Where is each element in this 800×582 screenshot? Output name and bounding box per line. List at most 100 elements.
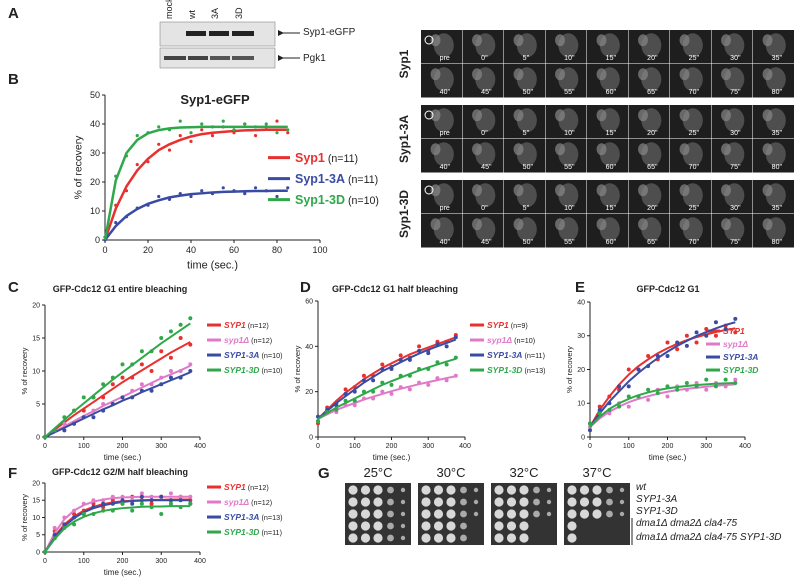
temperature-label: 25°C — [363, 465, 392, 480]
spot — [533, 498, 540, 506]
y-tick-label: 20 — [305, 389, 313, 396]
spot — [519, 533, 529, 543]
x-tick-label: 0 — [102, 245, 107, 255]
time-label: 65'' — [647, 239, 657, 246]
spot — [446, 509, 456, 519]
spot — [533, 486, 540, 494]
cell-bud — [430, 184, 441, 197]
spot — [400, 499, 406, 505]
spot — [533, 510, 540, 518]
data-point — [380, 362, 385, 367]
data-point — [626, 404, 631, 409]
spot — [446, 497, 456, 507]
y-tick-label: 0 — [95, 235, 100, 245]
x-tick-label: 400 — [459, 443, 471, 450]
spot — [473, 499, 479, 505]
data-point — [159, 349, 164, 354]
data-point — [243, 122, 247, 126]
bleach-roi — [424, 110, 434, 120]
legend-label: Syp1-3D (n=10) — [295, 193, 379, 207]
legend-n: (n=10) — [259, 351, 282, 360]
data-point — [120, 395, 125, 400]
x-tick-label: 200 — [117, 443, 129, 450]
legend-label: SYP1 (n=9) — [487, 320, 528, 330]
x-tick-label: 200 — [662, 443, 674, 450]
y-tick-label: 40 — [577, 299, 585, 306]
x-tick-label: 200 — [386, 443, 398, 450]
data-point — [139, 362, 144, 367]
data-point — [157, 142, 161, 146]
spot — [567, 533, 577, 543]
legend-name: Syp1 — [295, 151, 325, 165]
time-label: 50'' — [523, 164, 533, 171]
spot — [506, 497, 517, 507]
spot — [506, 521, 517, 531]
spot — [400, 523, 406, 529]
band — [232, 31, 254, 36]
data-point — [398, 353, 403, 358]
chart-title: GFP-Cdc12 G1 — [636, 284, 699, 294]
spot — [360, 509, 371, 519]
cell-bud — [596, 109, 607, 122]
time-label: 20'' — [647, 55, 657, 62]
data-point — [343, 387, 348, 392]
y-tick-label: 60 — [305, 298, 313, 305]
panel-label: E — [575, 279, 585, 296]
data-point — [189, 139, 193, 143]
cell-bud — [430, 143, 441, 156]
legend-name: SYP1 — [487, 320, 509, 330]
cell-bud — [638, 143, 649, 156]
y-tick-label: 20 — [32, 480, 40, 487]
spot — [460, 498, 467, 506]
x-axis-title: time (sec.) — [649, 453, 687, 462]
time-label: 60'' — [606, 89, 616, 96]
spot — [387, 522, 394, 530]
legend-n: (n=10) — [345, 195, 379, 207]
band — [188, 56, 208, 60]
time-label: 75'' — [730, 239, 740, 246]
spot — [592, 485, 602, 495]
cell-bud — [596, 184, 607, 197]
legend-name: Syp1-3D — [295, 193, 345, 207]
data-point — [139, 501, 144, 506]
legend-name: SYP1-3D — [224, 527, 259, 537]
data-point — [243, 192, 247, 196]
data-point — [157, 194, 161, 199]
time-label: 15'' — [606, 130, 616, 137]
data-point — [149, 369, 154, 373]
legend-name: SYP1-3A — [723, 352, 758, 362]
time-label: 55'' — [564, 239, 574, 246]
fit-curve — [103, 125, 288, 241]
spot — [387, 534, 394, 542]
x-tick-label: 400 — [739, 443, 751, 450]
legend-name: syp1Δ — [723, 339, 748, 349]
time-label: 10'' — [564, 55, 574, 62]
cell-bud — [472, 109, 483, 122]
data-point — [168, 329, 173, 334]
fit-curve — [44, 495, 191, 553]
legend-n: (n=12) — [246, 321, 269, 330]
cell-bud — [679, 109, 690, 122]
y-tick-label: 30 — [90, 148, 100, 158]
data-point — [417, 348, 422, 353]
data-point — [733, 330, 738, 335]
spot — [360, 497, 371, 507]
y-tick-label: 20 — [577, 367, 585, 374]
data-point — [704, 377, 709, 382]
lane-label: 3D — [234, 7, 244, 19]
spot — [494, 521, 504, 531]
cell-bud — [762, 109, 773, 122]
cell-bud — [472, 184, 483, 197]
data-point — [157, 125, 161, 129]
cell-bud — [555, 218, 566, 231]
legend-n: (n=9) — [509, 321, 528, 330]
x-tick-label: 0 — [43, 558, 47, 565]
bleach-roi — [424, 185, 434, 195]
data-point — [444, 362, 449, 367]
time-label: 5'' — [523, 205, 530, 212]
spot — [421, 533, 431, 543]
cell-bud — [638, 34, 649, 47]
data-point — [91, 415, 96, 420]
data-point — [188, 501, 193, 506]
data-point — [139, 494, 144, 499]
